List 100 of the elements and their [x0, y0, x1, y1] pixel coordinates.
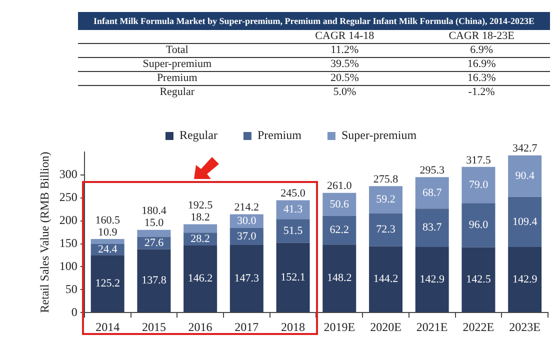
bar — [415, 247, 449, 312]
x-tick-label: 2023E — [509, 320, 540, 334]
legend-label: Super-premium — [341, 128, 418, 142]
x-tick-label: 2016 — [188, 320, 212, 334]
bar — [462, 247, 496, 312]
data-label: 15.0 — [144, 217, 164, 230]
text: 16.3% — [413, 72, 550, 86]
data-label: 18.2 — [190, 212, 210, 224]
bar — [462, 203, 496, 248]
data-label: 142.5 — [466, 274, 492, 286]
data-label: 109.4 — [512, 216, 538, 228]
total-label: 192.5 — [188, 200, 214, 212]
data-label: 41.3 — [283, 204, 304, 216]
bar — [415, 208, 449, 248]
text: 5.0% — [332, 86, 358, 99]
total-label: 214.2 — [234, 202, 260, 214]
data-label: 37.0 — [237, 230, 257, 242]
legend-label: Premium — [257, 128, 302, 142]
data-label: 144.2 — [373, 273, 398, 286]
total-label: 317.5 — [466, 154, 492, 166]
bar — [368, 186, 402, 214]
bar — [368, 213, 402, 246]
data-label: 152.1 — [280, 271, 306, 284]
bar — [90, 255, 124, 312]
bar — [276, 242, 310, 312]
data-label: 137.8 — [142, 274, 167, 287]
x-tick-label: 2022E — [462, 320, 494, 334]
data-label: 24.4 — [98, 243, 118, 256]
x-tick-label: 2019E — [324, 320, 356, 334]
bar — [276, 200, 310, 220]
y-tick-label: 0 — [71, 304, 78, 319]
bar — [184, 224, 218, 233]
bar — [322, 192, 356, 216]
data-label: 28.2 — [190, 232, 210, 245]
x-tick-label: 2021E — [416, 320, 448, 334]
total-label: 261.0 — [327, 180, 352, 192]
data-label: 50.6 — [330, 198, 350, 210]
y-tick-label: 300 — [59, 167, 78, 182]
x-tick-label: 2017 — [234, 320, 259, 334]
y-tick-label: 250 — [59, 190, 78, 204]
x-tick-label: 2020E — [370, 320, 402, 334]
data-label: 147.3 — [234, 272, 260, 284]
text: Total — [78, 44, 276, 58]
legend-label: Regular — [179, 128, 218, 142]
total-label: 295.3 — [420, 164, 445, 176]
data-label: 142.9 — [420, 273, 445, 286]
text: 39.5% — [276, 58, 414, 72]
text: 16.9% — [413, 58, 550, 72]
data-label: 148.2 — [327, 272, 352, 284]
text: 6.9% — [413, 44, 550, 58]
x-tick-label: 2014 — [96, 320, 120, 334]
total-label: 245.0 — [280, 188, 306, 200]
y-tick-label: 50 — [65, 282, 78, 296]
bar — [415, 177, 449, 209]
bar — [508, 247, 542, 312]
data-label: 59.2 — [376, 194, 396, 206]
y-tick-label: 200 — [59, 212, 78, 227]
text: Regular — [158, 86, 196, 99]
bar — [508, 196, 542, 248]
data-label: 10.9 — [98, 226, 118, 238]
x-tick-label: 2018 — [281, 320, 306, 334]
bar — [368, 246, 402, 312]
text: Premium — [78, 72, 276, 86]
x-tick-label: 2015 — [142, 320, 166, 334]
data-label: 30.0 — [237, 215, 257, 228]
y-tick-label: 150 — [59, 236, 78, 250]
data-label: 142.9 — [512, 273, 538, 286]
data-label: 125.2 — [95, 278, 120, 290]
data-label: 62.2 — [330, 224, 350, 236]
bar — [137, 249, 171, 312]
data-label: 51.5 — [283, 224, 304, 237]
text: CAGR 18-23E — [413, 30, 550, 44]
data-label: 90.4 — [515, 170, 535, 182]
total-label: 180.4 — [142, 205, 167, 218]
bar — [184, 246, 218, 312]
text: 11.2% — [276, 44, 414, 58]
text: CAGR 14-18 — [276, 30, 414, 44]
data-label: 27.6 — [144, 236, 164, 249]
total-label: 342.7 — [512, 142, 538, 155]
data-label: 96.0 — [468, 219, 489, 232]
bar — [137, 230, 171, 237]
bar — [322, 244, 356, 312]
bar — [230, 245, 264, 312]
data-label: 72.3 — [376, 224, 396, 236]
data-label: 79.0 — [468, 178, 489, 191]
text: -1.2% — [467, 86, 496, 99]
bar — [508, 155, 542, 197]
data-label: 146.2 — [188, 272, 213, 285]
text: 20.5% — [276, 72, 414, 86]
total-label: 160.5 — [95, 214, 120, 226]
bar — [276, 219, 310, 243]
total-label: 275.8 — [373, 173, 399, 186]
bar — [322, 216, 356, 245]
text: Super-premium — [78, 58, 276, 72]
chart-title: Infant Milk Formula Market by Super-premium, Premium and Regular Infant Milk Formula (China), 2014-2023E — [78, 12, 550, 30]
y-tick-label: 100 — [59, 258, 78, 273]
data-label: 83.7 — [422, 222, 442, 234]
y-axis-title: Retail Sales Value (RMB Billion) — [37, 152, 52, 313]
bar — [90, 238, 124, 244]
bar — [462, 166, 496, 204]
